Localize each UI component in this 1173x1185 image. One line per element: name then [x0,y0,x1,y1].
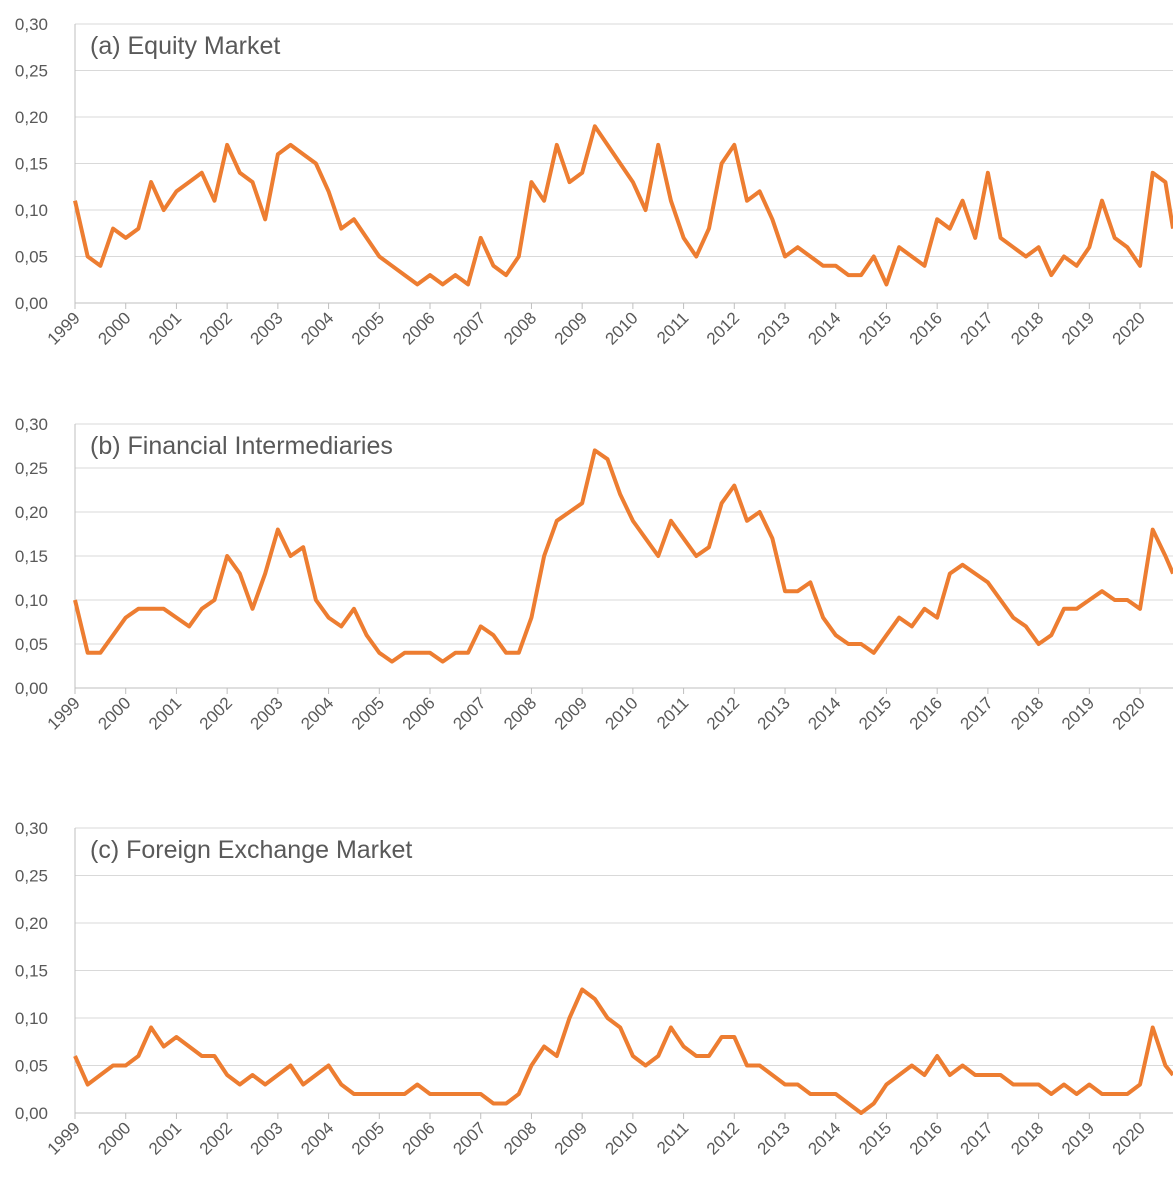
x-tick-label: 2004 [297,308,337,348]
chart-panel: 0,00 0,05 0,10 0,15 0,20 0,25 0,30 1999 2000 2001… [15,415,1173,734]
x-tick-label: 2012 [703,1118,743,1158]
chart-title: (a) Equity Market [90,32,280,60]
x-tick-label: 2019 [1058,308,1098,348]
x-tick-label: 2006 [399,1118,439,1158]
x-tick-label: 2000 [94,1118,134,1158]
y-tick-label: 0,10 [15,201,48,220]
x-tick-label: 2007 [449,308,489,348]
x-tick-label: 1999 [44,693,84,733]
x-tick-label: 2015 [855,1118,895,1158]
x-tick-label: 2005 [348,693,388,733]
x-tick-label: 2005 [348,308,388,348]
y-tick-label: 0,05 [15,248,48,267]
x-tick-label: 2015 [855,308,895,348]
x-tick-label: 2017 [957,1118,997,1158]
y-tick-label: 0,25 [15,459,48,478]
x-tick-label: 2006 [399,308,439,348]
x-tick-label: 2002 [196,308,236,348]
y-tick-label: 0,30 [15,819,48,838]
x-tick-label: 2009 [551,1118,591,1158]
x-tick-label: 2004 [297,1118,337,1158]
x-tick-label: 2013 [754,308,794,348]
x-tick-label: 2014 [804,1118,844,1158]
x-tick-label: 2003 [247,308,287,348]
x-tick-label: 2017 [957,308,997,348]
x-tick-label: 2010 [602,1118,642,1158]
y-tick-label: 0,15 [15,155,48,174]
x-tick-label: 2006 [399,693,439,733]
chart-title: (c) Foreign Exchange Market [90,836,412,864]
x-tick-label: 2009 [551,693,591,733]
x-tick-label: 2007 [449,693,489,733]
x-tick-label: 2000 [94,693,134,733]
y-tick-label: 0,30 [15,15,48,34]
data-line [73,987,1173,1115]
y-tick-label: 0,05 [15,635,48,654]
y-tick-label: 0,15 [15,962,48,981]
x-tick-label: 2001 [145,308,185,348]
data-line [73,124,1173,287]
x-tick-label: 2011 [653,693,692,732]
data-line [73,448,1173,664]
x-tick-label: 2012 [703,693,743,733]
x-tick-label: 2020 [1109,308,1149,348]
y-tick-label: 0,20 [15,108,48,127]
x-tick-label: 2016 [906,693,946,733]
y-tick-label: 0,25 [15,62,48,81]
x-tick-label: 2020 [1109,1118,1149,1158]
x-tick-label: 2002 [196,693,236,733]
y-tick-label: 0,20 [15,914,48,933]
y-tick-label: 0,00 [15,679,48,698]
x-tick-label: 2003 [247,1118,287,1158]
y-tick-label: 0,15 [15,547,48,566]
x-tick-label: 2009 [551,308,591,348]
y-tick-label: 0,00 [15,294,48,313]
x-tick-label: 2008 [500,1118,540,1158]
x-tick-label: 2018 [1007,693,1047,733]
x-tick-label: 2019 [1058,693,1098,733]
x-tick-label: 2007 [449,1118,489,1158]
y-tick-label: 0,25 [15,867,48,886]
x-tick-label: 2017 [957,693,997,733]
x-tick-label: 2008 [500,308,540,348]
x-tick-label: 2016 [906,308,946,348]
x-tick-label: 2016 [906,1118,946,1158]
chart-title: (b) Financial Intermediaries [90,432,393,460]
chart-panel: 0,00 0,05 0,10 0,15 0,20 0,25 0,30 1999 2000 2001… [15,15,1173,349]
y-tick-label: 0,30 [15,415,48,434]
x-tick-label: 2008 [500,693,540,733]
x-tick-label: 1999 [44,1118,84,1158]
x-tick-label: 2000 [94,308,134,348]
x-tick-label: 2013 [754,1118,794,1158]
x-tick-label: 2013 [754,693,794,733]
x-tick-label: 2001 [145,1118,185,1158]
y-tick-label: 0,10 [15,591,48,610]
x-tick-label: 1999 [44,308,84,348]
x-tick-label: 2005 [348,1118,388,1158]
x-tick-label: 2010 [602,693,642,733]
x-tick-label: 2018 [1007,308,1047,348]
x-tick-label: 2014 [804,308,844,348]
x-tick-label: 2010 [602,308,642,348]
x-tick-label: 2011 [653,308,692,347]
x-tick-label: 2003 [247,693,287,733]
y-tick-label: 0,20 [15,503,48,522]
x-tick-label: 2001 [145,693,185,733]
chart-panel: 0,00 0,05 0,10 0,15 0,20 0,25 0,30 1999 2000 2001… [15,819,1173,1159]
x-tick-label: 2011 [653,1118,692,1157]
x-tick-label: 2019 [1058,1118,1098,1158]
x-tick-label: 2002 [196,1118,236,1158]
y-tick-label: 0,00 [15,1104,48,1123]
y-tick-label: 0,10 [15,1009,48,1028]
x-tick-label: 2015 [855,693,895,733]
x-tick-label: 2018 [1007,1118,1047,1158]
x-tick-label: 2020 [1109,693,1149,733]
x-tick-label: 2014 [804,693,844,733]
y-tick-label: 0,05 [15,1057,48,1076]
x-tick-label: 2004 [297,693,337,733]
x-tick-label: 2012 [703,308,743,348]
